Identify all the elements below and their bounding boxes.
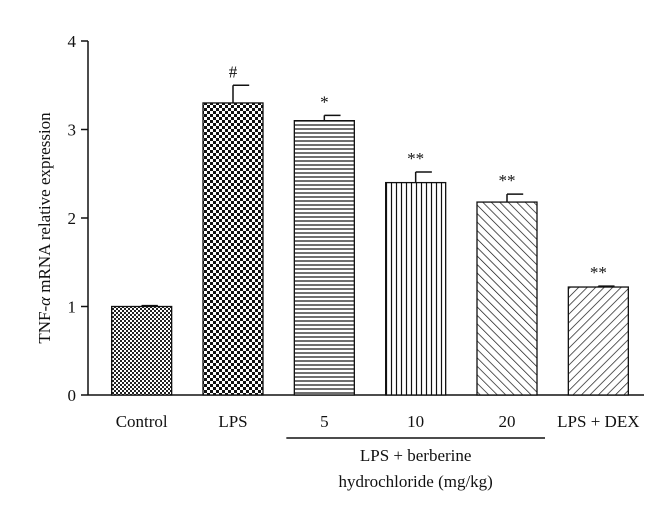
y-tick-label: 4: [68, 32, 77, 51]
significance-label: **: [499, 171, 516, 190]
bar: [567, 286, 629, 396]
x-tick-label: LPS: [218, 412, 247, 431]
y-tick-label: 3: [68, 121, 77, 140]
bar: [293, 120, 355, 396]
bar: [202, 102, 264, 396]
x-tick-label: 10: [407, 412, 424, 431]
x-tick-label: LPS + DEX: [557, 412, 639, 431]
y-tick-label: 0: [68, 386, 77, 405]
group-annotation: LPS + berberine hydrochloride (mg/kg): [286, 437, 545, 491]
bar: [476, 201, 538, 396]
y-tick-label: 1: [68, 298, 77, 317]
x-tick-labels: Control LPS 5 10 20 LPS + DEX: [116, 412, 640, 431]
significance-labels: #*******: [229, 62, 607, 282]
x-tick-label: 20: [499, 412, 516, 431]
bar: [385, 181, 447, 396]
x-tick-label: Control: [116, 412, 168, 431]
significance-label: *: [320, 92, 329, 111]
group-label-line1: LPS + berberine: [360, 446, 472, 465]
y-tick-label: 2: [68, 209, 77, 228]
y-axis-label: TNF-α mRNA relative expression: [35, 112, 54, 344]
y-axis-label-suffix: mRNA relative expression: [35, 112, 54, 297]
significance-label: **: [407, 149, 424, 168]
bar: [111, 305, 173, 396]
y-ticks: 0 1 2 3 4: [68, 32, 88, 405]
y-axis-label-prefix: TNF-: [35, 306, 54, 344]
significance-label: #: [229, 62, 238, 81]
group-label-line2: hydrochloride (mg/kg): [338, 472, 492, 491]
bars: [111, 102, 629, 396]
significance-label: **: [590, 263, 607, 282]
y-axis-label-alpha: α: [35, 296, 54, 306]
error-bars: [140, 84, 615, 307]
x-tick-label: 5: [320, 412, 329, 431]
